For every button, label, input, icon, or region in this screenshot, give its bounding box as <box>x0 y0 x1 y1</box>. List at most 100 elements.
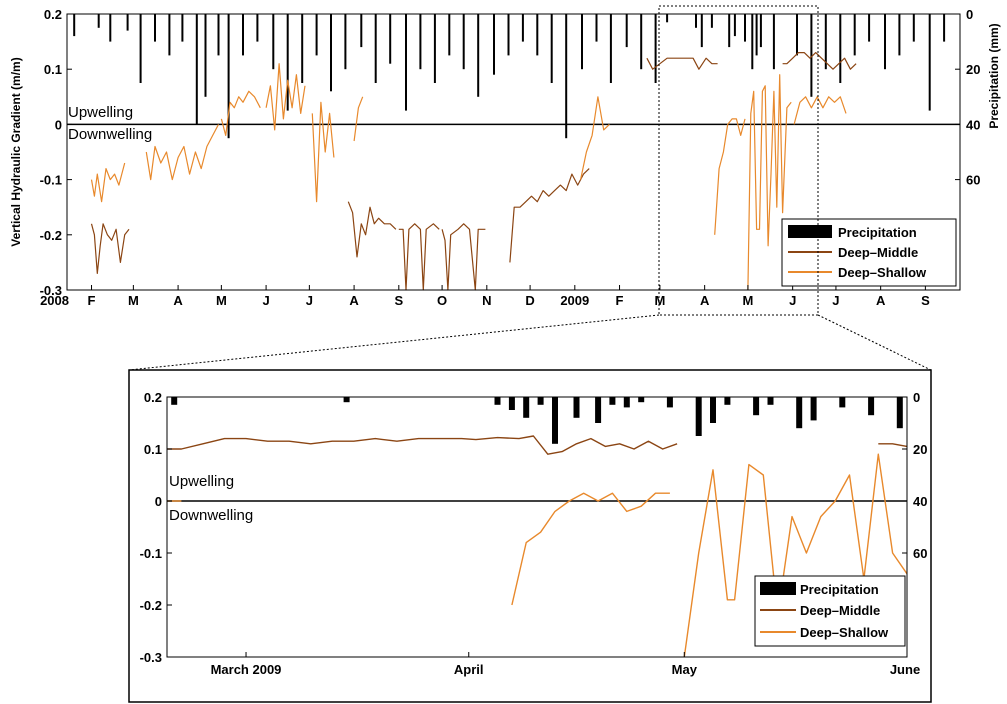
inset-precip-bar-13 <box>695 397 702 436</box>
main-precip-bar-22 <box>389 14 392 64</box>
main-precip-bar-51 <box>772 14 775 70</box>
inset-ytick-label-3: -0.1 <box>140 546 162 561</box>
inset-legend-deep-shallow: Deep–Shallow <box>800 625 889 640</box>
main-precip-bar-10 <box>217 14 220 56</box>
zoom-indicator <box>128 5 932 371</box>
inset-deep-shallow-segment-1 <box>511 492 670 606</box>
main-deep-shallow-segment-3 <box>265 63 306 131</box>
inset-precip-bar-16 <box>753 397 760 416</box>
main-precip-bar-58 <box>884 14 886 70</box>
main-y-axis-label: Vertical Hydraulic Gradient (m/m) <box>9 57 23 246</box>
inset-ytick-label-4: -0.2 <box>140 598 162 613</box>
inset-ytick-label-5: -0.3 <box>140 650 162 665</box>
main-precip-bar-14 <box>272 14 275 70</box>
main-precip-bar-26 <box>448 14 451 56</box>
inset-upwelling-label: Upwelling <box>169 473 234 490</box>
main-deep-middle-segment-1 <box>347 201 397 258</box>
main-xtick-label-15: A <box>700 293 710 308</box>
main-precip-bar-62 <box>943 14 946 42</box>
main-precip-bar-57 <box>868 14 871 42</box>
inset-y2tick-label-3: 60 <box>913 546 927 561</box>
main-deep-shallow-segment-2 <box>220 90 261 136</box>
main-deep-middle-segment-5 <box>646 57 718 70</box>
main-ytick-label-1: 0.1 <box>44 62 62 77</box>
main-xtick-label-8: S <box>394 293 403 308</box>
main-precip-bar-16 <box>301 14 304 83</box>
main-xtick-label-10: N <box>482 293 491 308</box>
main-precip-bar-23 <box>405 14 407 111</box>
main-panel: 0.2 0.1 0 -0.1 -0.2 -0.3 0 20 40 60 2008 F M A M J J A S… <box>9 7 1001 308</box>
main-precip-bar-29 <box>493 14 495 75</box>
main-precip-bar-54 <box>824 14 827 70</box>
inset-precip-bar-15 <box>724 397 731 405</box>
main-precip-bar-46 <box>733 14 736 37</box>
main-legend-precipitation: Precipitation <box>838 225 917 240</box>
main-deep-middle-segment-3 <box>441 223 486 291</box>
inset-plot-frame <box>166 396 908 658</box>
main-xtick-label-13: F <box>616 293 624 308</box>
inset-precip-bar-18 <box>796 397 803 429</box>
main-precip-bar-55 <box>839 14 842 83</box>
inset-legend-deep-middle: Deep–Middle <box>800 603 880 618</box>
inset-y2tick-label-0: 0 <box>913 390 920 405</box>
main-deep-middle-segment-6 <box>782 51 857 70</box>
main-xtick-label-14: M <box>654 293 665 308</box>
main-y2-ticks: 0 20 40 60 <box>955 7 980 188</box>
main-precip-bar-8 <box>195 14 198 125</box>
inset-y2-ticks: 0 20 40 60 <box>902 390 927 561</box>
main-precip-bar-39 <box>640 14 643 70</box>
inset-x-ticks: March 2009 April May June <box>211 652 920 677</box>
main-precip-bar-61 <box>928 14 931 111</box>
main-precip-bar-34 <box>565 14 568 139</box>
main-precip-bar-52 <box>796 14 798 56</box>
main-precipitation-bars <box>73 14 946 139</box>
inset-deep-shallow-segment-2 <box>683 453 908 658</box>
main-xtick-label-9: O <box>437 293 447 308</box>
inset-xtick-label-2: May <box>672 662 698 677</box>
main-xtick-label-6: J <box>306 293 313 308</box>
main-precip-bar-40 <box>654 14 657 83</box>
inset-precip-bar-8 <box>595 397 602 423</box>
main-precip-bar-48 <box>751 14 754 70</box>
main-precip-bar-32 <box>536 14 539 56</box>
main-precip-bar-28 <box>477 14 480 97</box>
main-legend: Precipitation Deep–Middle Deep–Shallow <box>781 218 957 287</box>
main-ytick-label-3: -0.1 <box>40 173 62 188</box>
main-precip-bar-17 <box>315 14 318 56</box>
main-precip-bar-43 <box>700 14 703 48</box>
main-y-ticks: 0.2 0.1 0 -0.1 -0.2 -0.3 <box>40 7 72 298</box>
main-precip-bar-12 <box>242 14 244 56</box>
main-precip-bar-18 <box>330 14 332 92</box>
main-deep-shallow-segment-6 <box>580 96 610 180</box>
inset-ytick-label-0: 0.2 <box>144 390 162 405</box>
main-deep-shallow-segment-7 <box>714 118 746 235</box>
main-precip-bar-3 <box>126 14 129 31</box>
main-precip-bar-11 <box>227 14 230 139</box>
main-y2-axis-label: Precipitation (mm) <box>987 23 1001 128</box>
inset-precip-bar-6 <box>552 397 558 444</box>
inset-legend: Precipitation Deep–Middle Deep–Shallow <box>754 575 906 647</box>
main-precip-bar-20 <box>360 14 363 48</box>
inset-downwelling-label: Downwelling <box>169 507 253 524</box>
main-precip-bar-7 <box>181 14 184 42</box>
main-xtick-label-16: M <box>742 293 753 308</box>
main-precip-bar-49 <box>755 14 758 56</box>
inset-precip-bar-7 <box>573 397 580 418</box>
main-xtick-label-20: S <box>921 293 930 308</box>
main-precip-bar-4 <box>139 14 142 83</box>
main-precip-bar-56 <box>853 14 856 56</box>
main-y2tick-label-1: 20 <box>966 62 980 77</box>
main-legend-precip-swatch <box>788 225 832 238</box>
main-precip-bar-19 <box>344 14 347 70</box>
main-y2tick-label-2: 40 <box>966 117 980 132</box>
main-precip-bar-1 <box>97 14 100 28</box>
zoom-connector-left <box>128 314 660 371</box>
main-plot-frame <box>66 13 961 291</box>
main-xtick-label-0: 2008 <box>40 293 69 308</box>
inset-precip-bar-3 <box>508 397 515 410</box>
main-xtick-label-17: J <box>789 293 796 308</box>
main-deep-middle-segment-2 <box>398 223 440 291</box>
main-precip-bar-15 <box>286 14 289 111</box>
main-precip-bar-44 <box>710 14 713 28</box>
